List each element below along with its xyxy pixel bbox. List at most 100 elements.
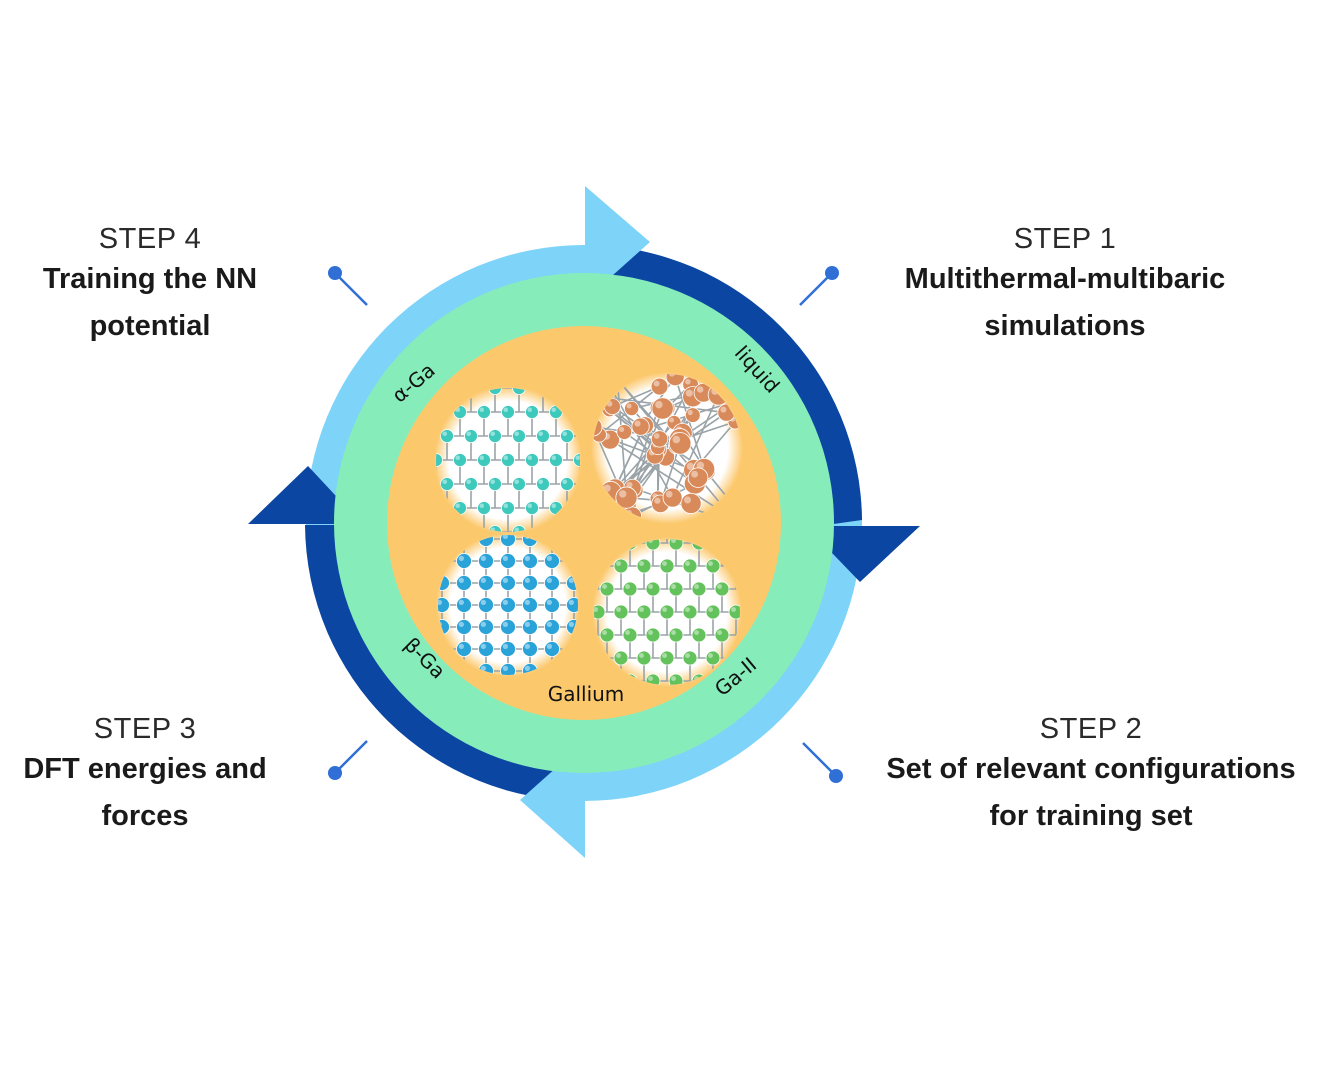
liquid-atom-highlight (720, 406, 727, 413)
liquid-atom (662, 487, 683, 508)
liquid-atom-highlight (669, 417, 675, 423)
ga-ii-atom-highlight (685, 653, 690, 658)
alpha-ga-atom (464, 429, 478, 443)
alpha-ga-atom (488, 429, 502, 443)
alpha-ga-atom (436, 453, 443, 467)
alpha-ga-atom (488, 388, 502, 395)
ga-ii-atom (682, 650, 698, 666)
step-2-block: STEP 2 Set of relevant configurations fo… (850, 712, 1332, 840)
beta-ga-atom (522, 641, 538, 657)
step-1-title-line-2: simulations (984, 310, 1146, 342)
beta-ga-atom (478, 553, 494, 569)
liquid-atom (680, 492, 702, 514)
alpha-ga-atom-highlight (455, 455, 460, 460)
step-3-number: STEP 3 (93, 713, 197, 745)
alpha-ga-atom (560, 477, 574, 491)
alpha-ga-atom (512, 525, 526, 532)
beta-ga-atom-highlight (502, 577, 508, 583)
beta-ga-atom (544, 553, 560, 569)
alpha-ga-atom-highlight (466, 431, 471, 436)
step-2-title-line-1: Set of relevant configurations (886, 753, 1296, 785)
alpha-ga-atom-highlight (551, 503, 556, 508)
alpha-ga-atom-highlight (514, 479, 519, 484)
beta-ga-atom (522, 553, 538, 569)
beta-ga-atom (500, 641, 516, 657)
liquid-atom-highlight (653, 380, 660, 387)
step-2-number: STEP 2 (1039, 713, 1143, 745)
ga-ii-atom (668, 581, 684, 597)
liquid-atom (631, 417, 650, 436)
beta-ga-atom (522, 597, 538, 613)
connector-pins (328, 266, 843, 783)
beta-ga-atom-highlight (524, 643, 530, 649)
ga-ii-atom-highlight (616, 607, 621, 612)
liquid-atom-highlight (685, 389, 693, 397)
alpha-ga-atom-highlight (562, 479, 567, 484)
ga-ii-atom-highlight (602, 630, 607, 635)
beta-ga-atom (500, 553, 516, 569)
ga-ii-atom (659, 650, 675, 666)
beta-ga-atom (522, 619, 538, 635)
liquid-bond (603, 375, 674, 499)
alpha-ga-atom (464, 477, 478, 491)
step-3-block: STEP 3 DFT energies and forces (0, 712, 290, 840)
alpha-ga-atom-highlight (490, 479, 495, 484)
beta-ga-atom-highlight (546, 577, 552, 583)
beta-ga-atom (500, 663, 516, 675)
beta-ga-atom-highlight (568, 577, 574, 583)
beta-ga-atom (500, 575, 516, 591)
beta-ga-atom (438, 597, 450, 613)
liquid-atom-highlight (634, 420, 641, 427)
alpha-ga-atom-highlight (527, 407, 532, 412)
alpha-ga-atom-highlight (442, 431, 447, 436)
alpha-ga-atom (477, 501, 491, 515)
ga-ii-atom-highlight (717, 630, 722, 635)
step-1-number: STEP 1 (1013, 223, 1117, 255)
ga-ii-atom (594, 604, 606, 620)
ga-ii-atom (636, 604, 652, 620)
beta-ga-atom (500, 619, 516, 635)
beta-ga-atom (478, 619, 494, 635)
step-3-title-line-2: forces (101, 800, 189, 832)
ga-ii-atom-highlight (625, 584, 630, 589)
beta-ga-atom-highlight (524, 599, 530, 605)
alpha-ga-atom (525, 405, 539, 419)
beta-ga-atom (456, 597, 472, 613)
beta-ga-atom-highlight (480, 665, 486, 671)
beta-ga-atom (544, 597, 560, 613)
step-2-title-line-2: for training set (989, 800, 1193, 832)
ga-ii-atom (636, 650, 652, 666)
liquid-atom (668, 432, 692, 455)
step-4-number: STEP 4 (98, 223, 202, 255)
ga-ii-atom-highlight (708, 561, 713, 566)
liquid-bond (671, 394, 720, 498)
beta-ga-atom-highlight (524, 621, 530, 627)
arrowhead-top (585, 186, 650, 300)
ga-ii-atom-highlight (594, 607, 598, 612)
liquid-atom (615, 486, 638, 509)
beta-ga-atom-highlight (458, 577, 464, 583)
liquid-bond (609, 438, 734, 520)
liquid-atom (650, 430, 669, 448)
alpha-ga-atom (512, 429, 526, 443)
beta-ga-atom-highlight (480, 643, 486, 649)
alpha-ga-atom-highlight (455, 503, 460, 508)
beta-ga-atom-highlight (458, 643, 464, 649)
ga-ii-atom-highlight (648, 630, 653, 635)
alpha-ga-atom-highlight (538, 431, 543, 436)
ga-ii-atom (705, 604, 721, 620)
beta-ga-atom (500, 535, 516, 547)
arrow-dark-blue-right (590, 245, 862, 528)
beta-ga-atom-highlight (546, 599, 552, 605)
alpha-ga-atom-highlight (479, 503, 484, 508)
alpha-ga-atom (488, 525, 502, 532)
ga-ii-atom-highlight (639, 607, 644, 612)
beta-ga-atom-highlight (546, 621, 552, 627)
liquid-atom (651, 397, 674, 420)
alpha-ga-atom-highlight (551, 455, 556, 460)
ga-ii-atom-highlight (671, 630, 676, 635)
beta-ga-atom (478, 597, 494, 613)
liquid-atom-highlight (619, 490, 627, 498)
beta-ga-atom-highlight (546, 643, 552, 649)
